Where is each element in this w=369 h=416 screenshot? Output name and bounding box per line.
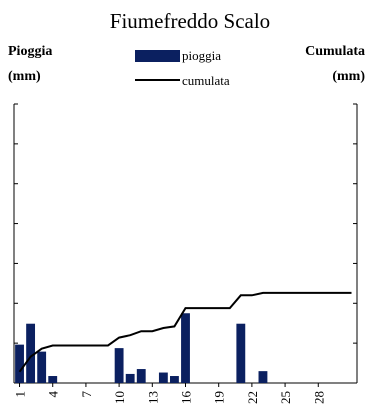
rain-bar-day-16 — [181, 313, 190, 383]
right-axis-title-line1: Cumulata — [305, 44, 365, 59]
legend-bar-swatch — [135, 50, 180, 62]
right-axis-title-line2: (mm) — [332, 69, 365, 84]
rain-bar-day-10 — [114, 348, 124, 383]
x-tick-label: 7 — [79, 391, 94, 398]
x-tick-label: 4 — [46, 391, 61, 398]
rain-bar-day-15 — [170, 376, 179, 383]
x-tick-label: 13 — [145, 391, 160, 404]
rain-bar-day-4 — [48, 376, 58, 383]
x-tick-label: 19 — [212, 391, 227, 404]
rain-bar-day-3 — [37, 351, 47, 383]
chart-title: Fiumefreddo Scalo — [110, 9, 270, 33]
plot-area: 1 4 7 10 13 16 19 22 25 28 — [13, 103, 358, 405]
rain-bar-day-21 — [236, 323, 246, 383]
x-tick-label: 25 — [278, 391, 293, 404]
cumulative-line — [18, 291, 352, 373]
x-tick-label: 1 — [13, 391, 28, 398]
x-tick-label: 10 — [112, 391, 127, 404]
rain-bar-day-11 — [125, 373, 135, 383]
x-tick-label: 28 — [311, 391, 326, 404]
rain-bar-day-2 — [26, 323, 36, 383]
legend: pioggia cumulata — [135, 48, 230, 88]
left-axis-title-line2: (mm) — [8, 69, 41, 84]
legend-bar-label: pioggia — [182, 48, 221, 63]
rain-bar-day-12 — [136, 369, 146, 383]
rain-bar-day-23 — [258, 371, 268, 383]
legend-line-label: cumulata — [182, 73, 230, 88]
x-tick-label: 22 — [245, 391, 260, 404]
rain-bar-day-14 — [158, 372, 168, 383]
rain-bar-day-1 — [15, 344, 24, 383]
x-tick-label: 16 — [179, 391, 194, 405]
left-axis-title-line1: Pioggia — [8, 44, 52, 59]
